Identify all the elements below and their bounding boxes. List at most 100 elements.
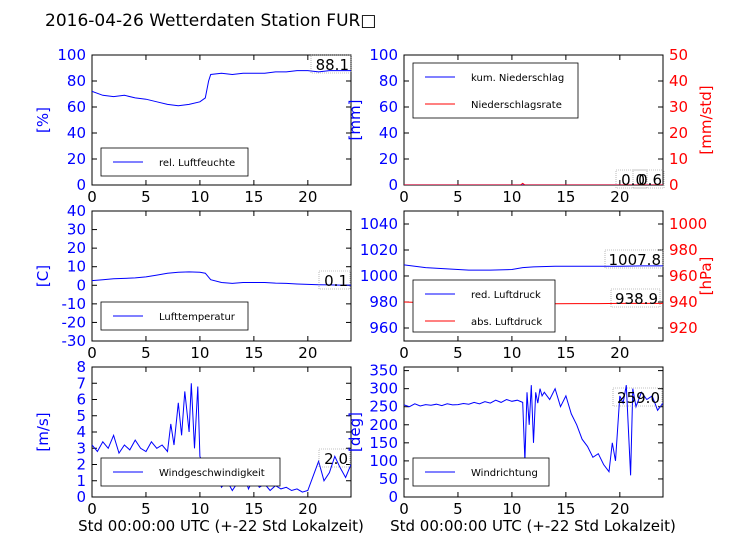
annotation-box bbox=[610, 288, 661, 308]
annotation-label: 88.1 bbox=[316, 56, 349, 74]
x-tick-label: 10 bbox=[502, 188, 521, 206]
x-tick-label: 10 bbox=[190, 500, 209, 518]
x-tick-label: 15 bbox=[244, 188, 263, 206]
x-tick-label: 10 bbox=[502, 500, 521, 518]
x-tick-label: 0 bbox=[87, 188, 97, 206]
legend-box bbox=[412, 62, 579, 119]
y2-tick-label: 980 bbox=[669, 241, 698, 259]
y-tick-label: 60 bbox=[67, 98, 86, 116]
series-line-0 bbox=[404, 385, 663, 476]
y2-tick-label: 10 bbox=[669, 150, 688, 168]
x-tick-label: 10 bbox=[190, 344, 209, 362]
y2-tick-label: 960 bbox=[669, 267, 698, 285]
annotation-box bbox=[632, 169, 665, 189]
series-line-1 bbox=[404, 182, 663, 185]
y-tick-label: 300 bbox=[369, 380, 398, 398]
humidity-panel: 0 5 10 15 20 0 20 40 60 80 100 [%] 88.1 rel. Luftfeuc… bbox=[34, 46, 352, 206]
y-tick-label: 1020 bbox=[360, 241, 398, 259]
annotation-label: 259.0 bbox=[617, 389, 660, 407]
series-line-0 bbox=[92, 70, 351, 107]
y-tick-label: 1040 bbox=[360, 215, 398, 233]
x-tick-label: 20 bbox=[610, 500, 629, 518]
y-tick-label: 2 bbox=[76, 456, 86, 474]
x-tick-label: 0 bbox=[399, 500, 409, 518]
y-tick-label: 1 bbox=[76, 472, 86, 490]
x-tick-label: 5 bbox=[453, 344, 463, 362]
x-tick-label: 15 bbox=[556, 344, 575, 362]
annotation-label: 0.1 bbox=[324, 272, 348, 290]
x-tick-label: 15 bbox=[556, 500, 575, 518]
legend-label: red. Luftdruck bbox=[471, 290, 541, 301]
y-axis-label: [%] bbox=[34, 107, 52, 133]
y-tick-label: 250 bbox=[369, 398, 398, 416]
legend-label: Lufttemperatur bbox=[159, 312, 236, 323]
x-tick-label: 5 bbox=[141, 188, 151, 206]
x-tick-label: 15 bbox=[244, 500, 263, 518]
x-axis-label-left: Std 00:00:00 UTC (+-22 Std Lokalzeit) bbox=[78, 517, 364, 535]
y-tick-label: 20 bbox=[67, 239, 86, 257]
x-tick-label: 20 bbox=[610, 188, 629, 206]
y2-tick-label: 40 bbox=[669, 72, 688, 90]
y-axis-label: [deg] bbox=[346, 412, 364, 452]
y-tick-label: 0 bbox=[388, 488, 398, 506]
y-tick-label: 20 bbox=[67, 150, 86, 168]
y-tick-label: 80 bbox=[67, 72, 86, 90]
y-tick-label: 100 bbox=[369, 452, 398, 470]
y-tick-label: 0 bbox=[76, 176, 86, 194]
x-tick-label: 5 bbox=[453, 500, 463, 518]
y-tick-label: 50 bbox=[379, 470, 398, 488]
legend-label: Niederschlagsrate bbox=[471, 100, 562, 111]
legend-label: kum. Niederschlag bbox=[471, 73, 564, 84]
annotation-box bbox=[604, 249, 664, 269]
legend-label: abs. Luftdruck bbox=[471, 317, 542, 328]
x-tick-label: 5 bbox=[141, 500, 151, 518]
annotation-box bbox=[310, 54, 352, 74]
annotation-box bbox=[318, 270, 351, 290]
annotation-box bbox=[615, 169, 648, 189]
y-tick-label: 6 bbox=[76, 391, 86, 409]
y-axis-label: [C] bbox=[34, 265, 52, 287]
legend-label: Windrichtung bbox=[471, 468, 538, 479]
x-tick-label: 15 bbox=[244, 344, 263, 362]
y2-axis-label: [mm/std] bbox=[697, 85, 715, 154]
y-tick-label: 980 bbox=[369, 293, 398, 311]
y-tick-label: 20 bbox=[379, 150, 398, 168]
y-tick-label: 4 bbox=[76, 423, 86, 441]
x-tick-label: 5 bbox=[141, 344, 151, 362]
y-tick-label: -20 bbox=[62, 313, 87, 331]
y-tick-label: 100 bbox=[57, 46, 86, 64]
y-tick-label: 7 bbox=[76, 374, 86, 392]
y-tick-label: 40 bbox=[67, 202, 86, 220]
annotation-label: 0.6 bbox=[638, 171, 662, 189]
y-tick-label: 3 bbox=[76, 439, 86, 457]
y-tick-label: 1000 bbox=[360, 267, 398, 285]
x-tick-label: 0 bbox=[87, 344, 97, 362]
annotation-label: 938.9 bbox=[615, 290, 658, 308]
y2-tick-label: 20 bbox=[669, 124, 688, 142]
x-axis-label-right: Std 00:00:00 UTC (+-22 Std Lokalzeit) bbox=[390, 517, 676, 535]
series-line-0 bbox=[404, 264, 663, 271]
series-line-0 bbox=[92, 271, 351, 286]
x-tick-label: 20 bbox=[298, 188, 317, 206]
y-tick-label: 60 bbox=[379, 98, 398, 116]
y-tick-label: -30 bbox=[62, 332, 87, 350]
y-tick-label: 40 bbox=[379, 124, 398, 142]
wind-direction-panel: 0 5 10 15 20050100150200250300350[deg]259.0W… bbox=[346, 362, 664, 518]
y2-axis-label: [hPa] bbox=[697, 257, 715, 296]
wind-speed-panel: 0 5 10 15 20012345678[m/s]2.0Windgeschwindig… bbox=[34, 358, 352, 518]
x-tick-label: 20 bbox=[610, 344, 629, 362]
x-tick-label: 20 bbox=[298, 344, 317, 362]
y-tick-label: 0 bbox=[76, 488, 86, 506]
x-tick-label: 20 bbox=[298, 500, 317, 518]
y-tick-label: 5 bbox=[76, 407, 86, 425]
y2-tick-label: 50 bbox=[669, 46, 688, 64]
x-tick-label: 15 bbox=[556, 188, 575, 206]
figure-title: 2016-04-26 Wetterdaten Station FUR□ bbox=[45, 11, 376, 31]
y-tick-label: 100 bbox=[369, 46, 398, 64]
y2-tick-label: 30 bbox=[669, 98, 688, 116]
y-tick-label: 350 bbox=[369, 362, 398, 380]
legend-box bbox=[412, 279, 556, 333]
x-tick-label: 10 bbox=[190, 188, 209, 206]
